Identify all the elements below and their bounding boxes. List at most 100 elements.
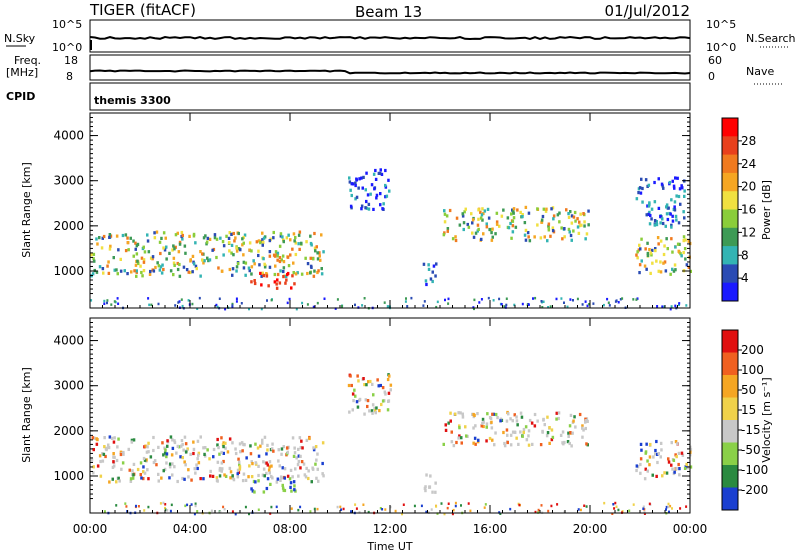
scatter-cell — [292, 454, 296, 458]
scatter-cell — [639, 191, 643, 195]
scatter-cell — [165, 455, 168, 459]
scatter-cell — [659, 215, 662, 219]
scatter-cell — [380, 402, 383, 407]
scatter-cell — [281, 483, 284, 487]
scatter-cell — [157, 479, 160, 483]
ground-cell — [585, 505, 588, 508]
scatter-cell — [152, 460, 156, 465]
ground-cell — [406, 305, 409, 308]
ground-cell — [235, 297, 238, 300]
scatter-cell — [173, 247, 176, 251]
scatter-cell — [373, 406, 376, 410]
scatter-cell — [386, 377, 390, 382]
ground-cell — [505, 297, 508, 300]
scatter-cell — [663, 244, 666, 248]
scatter-cell — [169, 269, 173, 273]
scatter-cell — [464, 207, 467, 211]
scatter-cell — [649, 271, 652, 275]
scatter-cell — [670, 225, 673, 229]
scatter-cell — [208, 237, 212, 241]
scatter-cell — [136, 259, 139, 263]
scatter-cell — [666, 206, 670, 210]
scatter-cell — [315, 476, 318, 480]
scatter-cell — [211, 248, 214, 252]
ground-cell — [174, 304, 177, 307]
scatter-cell — [637, 248, 641, 252]
range-tick-label: 2000 — [53, 219, 84, 233]
ground-cell — [667, 505, 670, 509]
scatter-cell — [566, 440, 570, 444]
scatter-cell — [199, 274, 202, 278]
ground-cell — [671, 507, 673, 510]
ground-cell — [547, 509, 550, 513]
scatter-cell — [234, 447, 237, 451]
ground-cell — [656, 305, 659, 308]
scatter-cell — [160, 236, 163, 240]
scatter-cell — [242, 472, 246, 476]
scatter-cell — [655, 474, 658, 478]
ground-cell — [513, 303, 516, 307]
scatter-cell — [309, 241, 313, 246]
ground-cell — [169, 509, 172, 513]
scatter-cell — [244, 478, 248, 482]
scatter-cell — [568, 424, 572, 428]
scatter-cell — [261, 441, 264, 445]
scatter-cell — [101, 236, 104, 240]
colorbar-tick-label: -200 — [741, 483, 768, 497]
scatter-cell — [560, 226, 563, 230]
scatter-cell — [162, 453, 165, 457]
scatter-cell — [494, 412, 498, 417]
scatter-cell — [689, 448, 693, 452]
scatter-cell — [645, 213, 648, 217]
scatter-cell — [563, 235, 566, 239]
scatter-cell — [168, 465, 172, 469]
ground-cell — [563, 301, 565, 304]
scatter-cell — [485, 422, 489, 426]
scatter-cell — [471, 231, 474, 235]
ground-cell — [339, 505, 342, 509]
ground-cell — [586, 304, 589, 308]
scatter-cell — [104, 454, 107, 459]
scatter-cell — [119, 452, 123, 457]
scatter-cell — [286, 273, 289, 277]
scatter-cell — [387, 178, 390, 182]
scatter-cell — [365, 383, 368, 387]
scatter-cell — [194, 264, 198, 268]
scatter-cell — [203, 452, 206, 456]
ground-cell — [498, 297, 501, 301]
scatter-cell — [192, 262, 196, 266]
colorbar-swatch — [722, 330, 738, 353]
ground-cell — [383, 301, 386, 304]
scatter-cell — [678, 467, 681, 471]
scatter-cell — [262, 490, 266, 494]
scatter-cell — [524, 228, 528, 232]
scatter-cell — [372, 172, 376, 176]
scatter-cell — [270, 447, 274, 451]
scatter-cell — [286, 474, 290, 478]
time-tick-label: 08:00 — [273, 522, 308, 536]
scatter-cell — [455, 216, 459, 220]
scatter-cell — [236, 472, 239, 476]
scatter-cell — [265, 486, 269, 491]
ground-cell — [355, 507, 358, 510]
scatter-cell — [250, 460, 253, 464]
scatter-cell — [552, 217, 555, 221]
scatter-cell — [230, 232, 233, 236]
scatter-cell — [314, 445, 318, 449]
scatter-cell — [659, 270, 663, 274]
scatter-cell — [231, 273, 234, 277]
ground-cell — [231, 304, 234, 307]
scatter-cell — [289, 481, 293, 485]
ground-cell — [244, 505, 247, 509]
scatter-cell — [368, 409, 371, 413]
scatter-cell — [471, 218, 475, 222]
scatter-cell — [550, 438, 554, 442]
scatter-cell — [375, 193, 379, 197]
scatter-cell — [570, 221, 574, 225]
ground-cell — [184, 504, 187, 508]
range-tick-label: 3000 — [53, 379, 84, 393]
scatter-cell — [306, 262, 310, 266]
ground-cell — [678, 302, 681, 305]
scatter-cell — [381, 386, 385, 390]
ground-cell — [540, 504, 543, 507]
